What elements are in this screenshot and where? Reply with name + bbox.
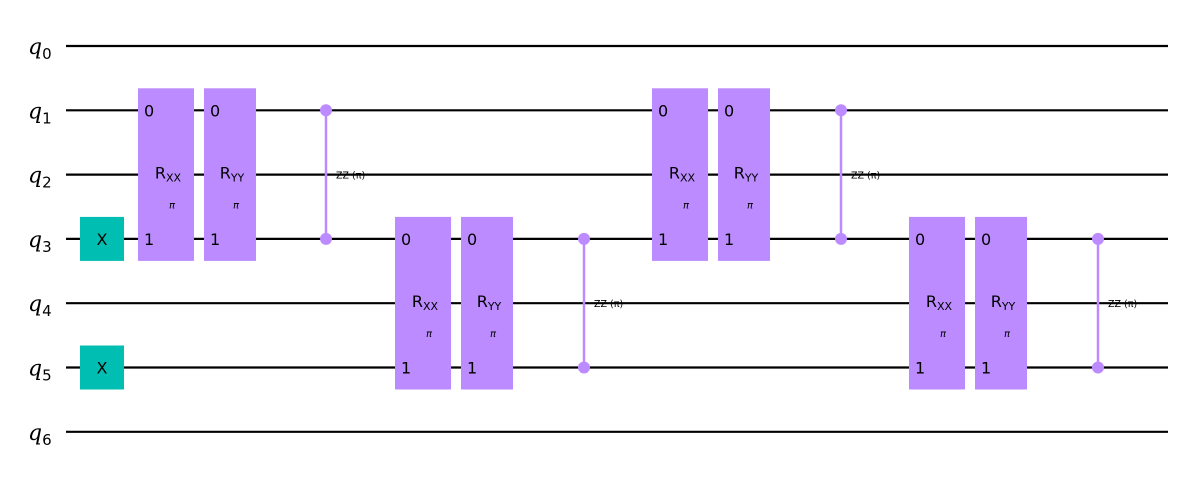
zz-gate-label: ZZ (π) bbox=[1108, 299, 1137, 310]
qubit-label: q6 bbox=[28, 421, 52, 449]
x-gate: X bbox=[80, 216, 124, 261]
control-dot bbox=[320, 104, 332, 117]
gate-param: π bbox=[233, 201, 240, 212]
control-dot bbox=[835, 232, 847, 245]
gate-pin-label: 1 bbox=[467, 359, 477, 378]
svg-text:X: X bbox=[97, 230, 108, 249]
gate-pin-label: 1 bbox=[658, 230, 668, 249]
gate-param: π bbox=[490, 329, 497, 340]
gate-param: π bbox=[1004, 329, 1011, 340]
zz-gate-label: ZZ (π) bbox=[594, 299, 623, 310]
control-dot bbox=[1092, 232, 1104, 245]
gate-pin-label: 1 bbox=[210, 230, 220, 249]
gate-pin-label: 0 bbox=[915, 230, 925, 249]
zz-gate: ZZ (π) bbox=[1092, 232, 1137, 374]
qubit-label: q2 bbox=[28, 164, 52, 192]
gates: XX01RXXπ01RYYπ01RXXπ01RYYπ01RXXπ01RYYπ01… bbox=[80, 88, 1137, 390]
zz-gate: ZZ (π) bbox=[320, 104, 365, 245]
control-dot bbox=[578, 361, 590, 374]
zz-gate: ZZ (π) bbox=[578, 232, 623, 374]
gate-pin-label: 1 bbox=[915, 359, 925, 378]
control-dot bbox=[835, 104, 847, 117]
gate-pin-label: 0 bbox=[401, 230, 411, 249]
zz-gate: ZZ (π) bbox=[835, 104, 880, 245]
gate-param: π bbox=[169, 201, 176, 212]
zz-gate-label: ZZ (π) bbox=[851, 171, 880, 182]
gate-pin-label: 0 bbox=[981, 230, 991, 249]
qubit-label: q5 bbox=[28, 357, 52, 385]
qubit-label: q0 bbox=[28, 35, 52, 63]
gate-param: π bbox=[747, 201, 754, 212]
gate-pin-label: 0 bbox=[658, 101, 668, 120]
qubit-label: q4 bbox=[28, 292, 52, 320]
gate-param: π bbox=[683, 201, 690, 212]
gate-pin-label: 0 bbox=[144, 101, 154, 120]
zz-gate-label: ZZ (π) bbox=[336, 171, 365, 182]
gate-pin-label: 0 bbox=[467, 230, 477, 249]
svg-text:X: X bbox=[97, 359, 108, 378]
gate-pin-label: 1 bbox=[724, 230, 734, 249]
control-dot bbox=[578, 232, 590, 245]
control-dot bbox=[320, 232, 332, 245]
gate-pin-label: 0 bbox=[210, 101, 220, 120]
control-dot bbox=[1092, 361, 1104, 374]
gate-param: π bbox=[940, 329, 947, 340]
gate-pin-label: 0 bbox=[724, 101, 734, 120]
gate-pin-label: 1 bbox=[981, 359, 991, 378]
gate-pin-label: 1 bbox=[401, 359, 411, 378]
gate-pin-label: 1 bbox=[144, 230, 154, 249]
qubit-label: q1 bbox=[28, 99, 52, 127]
qubit-label: q3 bbox=[28, 228, 52, 256]
gate-param: π bbox=[426, 329, 433, 340]
qubit-labels: q0 q1 q2 q3 q4 q5 q6 bbox=[28, 35, 52, 449]
x-gate: X bbox=[80, 345, 124, 390]
